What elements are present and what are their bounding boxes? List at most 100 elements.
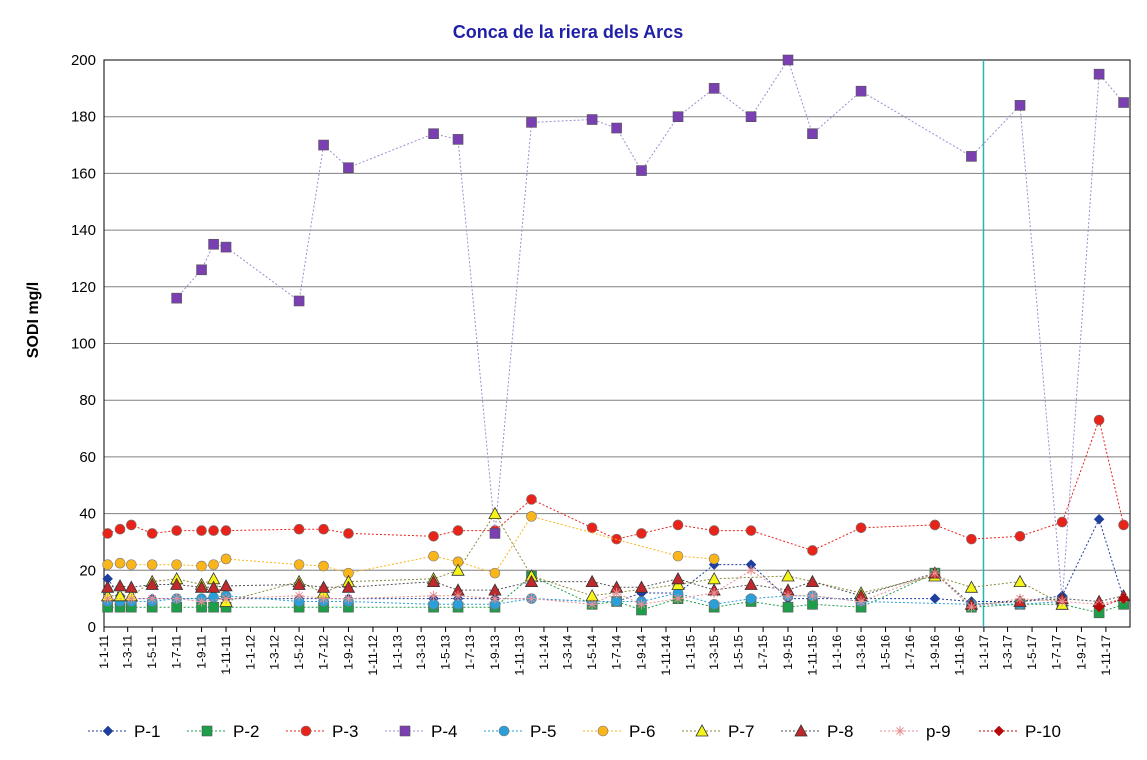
legend-item: P-10 — [979, 722, 1061, 741]
legend-item: P-6 — [583, 722, 655, 741]
data-point — [1013, 574, 1027, 588]
data-point — [929, 519, 941, 531]
data-point — [1057, 596, 1068, 607]
x-tick-label: 1-3-12 — [268, 635, 282, 670]
data-point — [586, 522, 598, 534]
data-point — [782, 601, 794, 613]
data-point — [709, 587, 720, 598]
x-tick-label: 1-7-17 — [1050, 635, 1064, 670]
data-point — [453, 590, 464, 601]
y-tick-label: 40 — [79, 506, 96, 523]
data-point — [196, 264, 207, 276]
star-stroke — [148, 594, 157, 603]
data-point — [597, 725, 609, 737]
data-point — [746, 565, 757, 576]
x-tick-label: 1-3-11 — [121, 635, 135, 669]
data-point — [208, 238, 219, 250]
legend-label: P-7 — [728, 722, 754, 741]
data-point — [219, 579, 233, 592]
data-point — [114, 523, 126, 535]
data-point — [316, 580, 331, 593]
star-stroke — [1016, 594, 1024, 603]
data-point — [171, 525, 182, 536]
data-point — [895, 726, 905, 736]
star-stroke — [784, 591, 792, 600]
legend-label: p-9 — [926, 722, 951, 741]
x-tick-label: 1-1-12 — [244, 635, 258, 670]
star-stroke — [527, 594, 536, 603]
data-point — [208, 525, 219, 536]
star-stroke — [172, 594, 181, 603]
data-point — [318, 139, 329, 151]
x-tick-label: 1-11-14 — [659, 635, 673, 676]
x-tick-label: 1-3-13 — [414, 635, 428, 670]
star-stroke — [931, 569, 939, 577]
data-point — [708, 525, 720, 536]
x-tick-label: 1-7-15 — [756, 635, 770, 670]
legend-label: P-5 — [530, 722, 556, 741]
legend-label: P-1 — [134, 722, 160, 741]
data-point — [807, 545, 818, 556]
data-point — [707, 571, 721, 585]
data-point — [294, 590, 305, 601]
data-point — [526, 117, 537, 128]
data-point — [966, 151, 977, 162]
data-point — [783, 590, 793, 601]
x-tick-label: 1-11-17 — [1099, 635, 1113, 676]
y-tick-label: 160 — [71, 165, 96, 182]
data-point — [636, 528, 647, 539]
data-point — [794, 724, 808, 737]
data-point — [1015, 593, 1026, 604]
star-stroke — [612, 589, 621, 597]
y-axis-ticks: 0 20 40 60 80 100 120 140 160 180 200 — [71, 52, 96, 636]
data-point — [855, 522, 867, 534]
star-stroke — [319, 594, 328, 603]
y-tick-label: 200 — [71, 52, 96, 69]
data-point — [585, 574, 599, 588]
data-point — [585, 588, 599, 602]
legend-label: P-4 — [431, 722, 457, 741]
legend: P-1 P-2 P-3 P-4 P-5 P-6 P-7 P-8 p-9 P-10 — [88, 722, 1061, 741]
data-point — [671, 571, 685, 585]
data-point — [807, 590, 818, 601]
x-tick-label: 1-9-15 — [781, 635, 795, 670]
data-point — [587, 599, 598, 610]
legend-item: P-5 — [484, 722, 556, 741]
y-tick-label: 140 — [71, 222, 96, 239]
data-point — [300, 725, 312, 737]
data-point — [125, 559, 137, 570]
data-point — [966, 533, 977, 545]
data-point — [672, 519, 684, 531]
data-point — [1014, 530, 1026, 542]
data-point — [805, 574, 820, 588]
data-point — [343, 162, 354, 174]
data-point — [856, 596, 867, 607]
star-stroke — [429, 591, 438, 600]
star-stroke — [103, 594, 112, 603]
data-point — [145, 577, 159, 590]
legend-item: P-3 — [286, 722, 358, 741]
data-point — [611, 587, 622, 598]
x-tick-label: 1-9-17 — [1074, 635, 1088, 670]
data-point — [1093, 414, 1105, 426]
data-point — [125, 519, 137, 531]
star-stroke — [454, 591, 462, 600]
series-p-10 — [1093, 593, 1129, 613]
star-stroke — [674, 594, 682, 603]
x-tick-label: 1-5-14 — [585, 635, 599, 670]
legend-label: P-10 — [1025, 722, 1061, 741]
data-point — [695, 724, 709, 737]
series-line — [1098, 598, 1124, 608]
data-point — [146, 528, 158, 539]
x-tick-label: 1-1-16 — [830, 635, 844, 670]
data-point — [526, 511, 537, 522]
star-stroke — [808, 591, 817, 600]
data-point — [708, 599, 720, 610]
data-point — [318, 560, 329, 572]
legend-item: P-2 — [187, 722, 259, 741]
data-point — [343, 593, 354, 604]
x-tick-label: 1-5-13 — [439, 635, 453, 670]
x-tick-label: 1-5-17 — [1025, 635, 1039, 670]
data-point — [426, 574, 441, 588]
data-point — [782, 54, 794, 66]
